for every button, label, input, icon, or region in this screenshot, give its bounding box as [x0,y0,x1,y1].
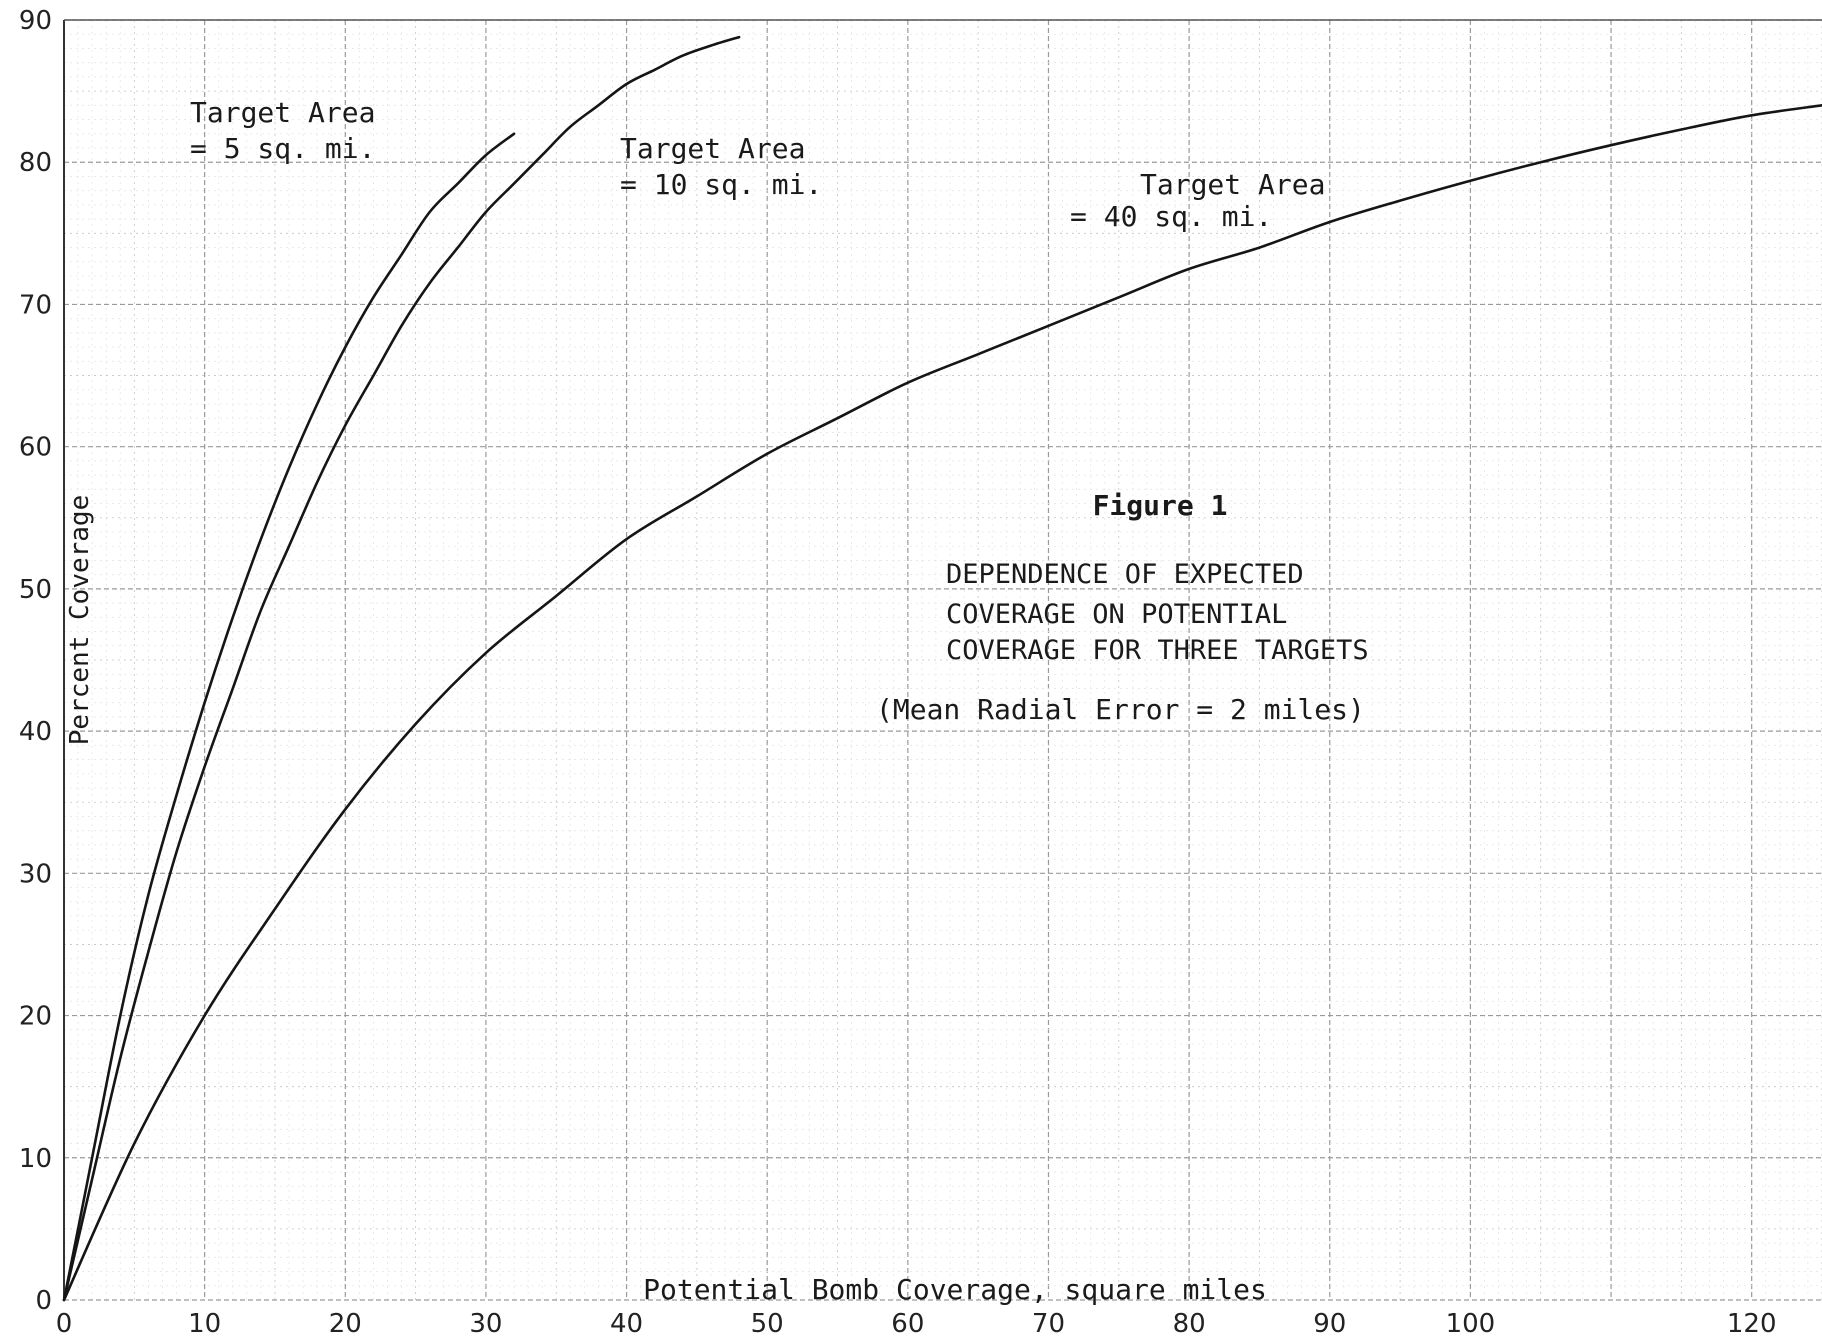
y-tick-label: 80 [19,148,52,178]
x-tick-label: 80 [1173,1309,1206,1339]
x-tick-label: 100 [1446,1309,1496,1339]
y-tick-label: 40 [19,717,52,747]
y-tick-label: 10 [19,1144,52,1174]
series-curve-2 [62,104,1822,1302]
caption-note: (Mean Radial Error = 2 miles) [876,693,1365,726]
x-tick-label: 50 [751,1309,784,1339]
y-tick-label: 20 [19,1002,52,1032]
series-label-10: Target Area = 10 sq. mi. [620,132,822,201]
series-label-5-line-2: = 5 sq. mi. [190,132,375,165]
axes [63,19,1822,1300]
series-label-40: Target Area = 40 sq. mi. [1070,168,1325,233]
x-tick-label: 30 [469,1309,502,1339]
y-tick-label: 60 [19,433,52,463]
x-tick-label: 90 [1313,1309,1346,1339]
x-tick-label: 60 [891,1309,924,1339]
x-tick-label: 120 [1727,1309,1777,1339]
x-tick-label: 40 [610,1309,643,1339]
x-tick-label: 70 [1032,1309,1065,1339]
series-curves [62,35,1822,1302]
x-tick-label: 0 [56,1309,73,1339]
series-label-5-line-1: Target Area [190,96,375,129]
y-tick-label: 30 [19,859,52,889]
caption-line-1: DEPENDENCE OF EXPECTED [946,559,1304,590]
y-tick-label: 50 [19,575,52,605]
x-axis-label: Potential Bomb Coverage, square miles [643,1273,1267,1306]
y-axis-label: Percent Coverage [65,495,95,745]
series-label-10-line-2: = 10 sq. mi. [620,168,822,201]
tick-labels: 0 10 20 30 40 50 60 70 80 90 100 120 0 10 20 30 40 50 60 70… [19,6,1777,1339]
series-label-40-line-2: = 40 sq. mi. [1070,200,1272,233]
caption-line-3: COVERAGE FOR THREE TARGETS [946,635,1369,666]
series-label-40-line-1: Target Area [1140,168,1325,201]
x-tick-label: 10 [188,1309,221,1339]
figure-number: Figure 1 [1093,489,1228,522]
series-label-10-line-1: Target Area [620,132,805,165]
y-tick-label: 70 [19,290,52,320]
caption-line-2: COVERAGE ON POTENTIAL [946,599,1287,630]
series-curve-0 [62,132,516,1302]
x-tick-label: 20 [329,1309,362,1339]
series-curve-1 [62,35,741,1302]
y-tick-label: 90 [19,6,52,36]
y-tick-label: 0 [35,1286,52,1316]
series-label-5: Target Area = 5 sq. mi. [190,96,375,165]
